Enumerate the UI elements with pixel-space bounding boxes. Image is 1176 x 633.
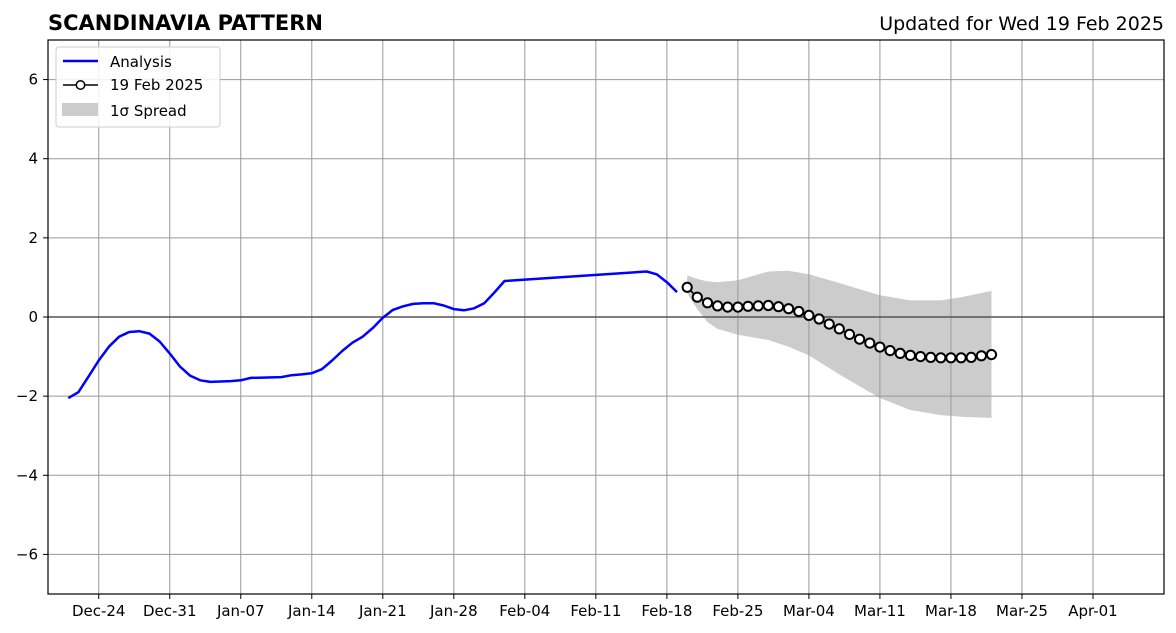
x-tick-label: Mar-04	[783, 602, 835, 620]
forecast-point	[854, 333, 866, 345]
forecast-point	[722, 301, 734, 313]
y-tick-label: −2	[16, 387, 38, 405]
forecast-point	[985, 349, 998, 361]
forecast-point	[701, 297, 714, 309]
y-tick-label: 2	[28, 229, 38, 247]
forecast-point	[904, 349, 917, 361]
x-tick-label: Dec-24	[72, 602, 126, 620]
forecast-point	[752, 300, 764, 312]
chart-title: SCANDINAVIA PATTERN	[48, 11, 323, 35]
x-tick-label: Apr-01	[1068, 602, 1118, 620]
x-tick-label: Feb-04	[499, 602, 550, 620]
forecast-point	[925, 351, 937, 363]
forecast-point	[783, 303, 795, 315]
x-tick-label: Jan-07	[216, 602, 265, 620]
chart-subtitle: Updated for Wed 19 Feb 2025	[879, 13, 1164, 35]
forecast-point	[914, 351, 927, 363]
forecast-point	[894, 347, 906, 359]
forecast-point	[712, 300, 724, 312]
x-tick-label: Mar-25	[996, 602, 1048, 620]
series-layer	[67, 270, 998, 400]
forecast-point	[935, 352, 947, 364]
analysis-line	[67, 270, 678, 400]
forecast-point	[975, 350, 988, 362]
legend-spread-label: 1σ Spread	[110, 102, 187, 120]
forecast-point	[874, 341, 886, 353]
x-tick-label: Jan-14	[287, 602, 336, 620]
forecast-point	[813, 313, 825, 325]
forecast-point	[864, 337, 876, 349]
forecast-point	[772, 301, 785, 313]
forecast-point	[945, 352, 957, 364]
legend-forecast-label: 19 Feb 2025	[110, 76, 203, 94]
forecast-point	[691, 291, 703, 303]
forecast-point	[823, 318, 835, 330]
legend-analysis-label: Analysis	[110, 53, 172, 71]
x-tick-label: Jan-28	[429, 602, 478, 620]
forecast-point	[762, 299, 774, 312]
forecast-point	[803, 309, 815, 321]
forecast-point	[843, 328, 856, 340]
x-tick-label: Dec-31	[143, 602, 197, 620]
y-tick-label: 6	[28, 71, 38, 89]
x-tick-label: Feb-18	[641, 602, 692, 620]
legend-forecast-swatch-marker	[75, 80, 86, 90]
y-tick-label: 0	[28, 308, 38, 326]
forecast-point	[965, 351, 977, 363]
y-tick-label: −6	[16, 545, 38, 563]
y-tick-label: 4	[28, 150, 38, 168]
x-tick-label: Jan-21	[358, 602, 407, 620]
forecast-point	[732, 301, 744, 313]
y-tick-label: −4	[16, 466, 38, 484]
x-tick-label: Mar-11	[854, 602, 906, 620]
tick-layer: Dec-24 Dec-31 Jan-07 Jan-14 Jan-21 Jan-28 Feb-…	[16, 71, 1118, 620]
legend: Analysis 19 Feb 2025 1σ Spread	[55, 46, 221, 128]
forecast-point	[884, 345, 896, 357]
forecast-point	[742, 300, 754, 312]
forecast-point	[793, 305, 805, 318]
x-tick-label: Feb-25	[712, 602, 763, 620]
x-tick-label: Mar-18	[925, 602, 977, 620]
forecast-point	[681, 281, 693, 293]
forecast-point	[955, 352, 967, 364]
legend-spread-swatch	[62, 103, 98, 116]
x-tick-label: Feb-11	[570, 602, 621, 620]
forecast-point	[833, 323, 845, 335]
